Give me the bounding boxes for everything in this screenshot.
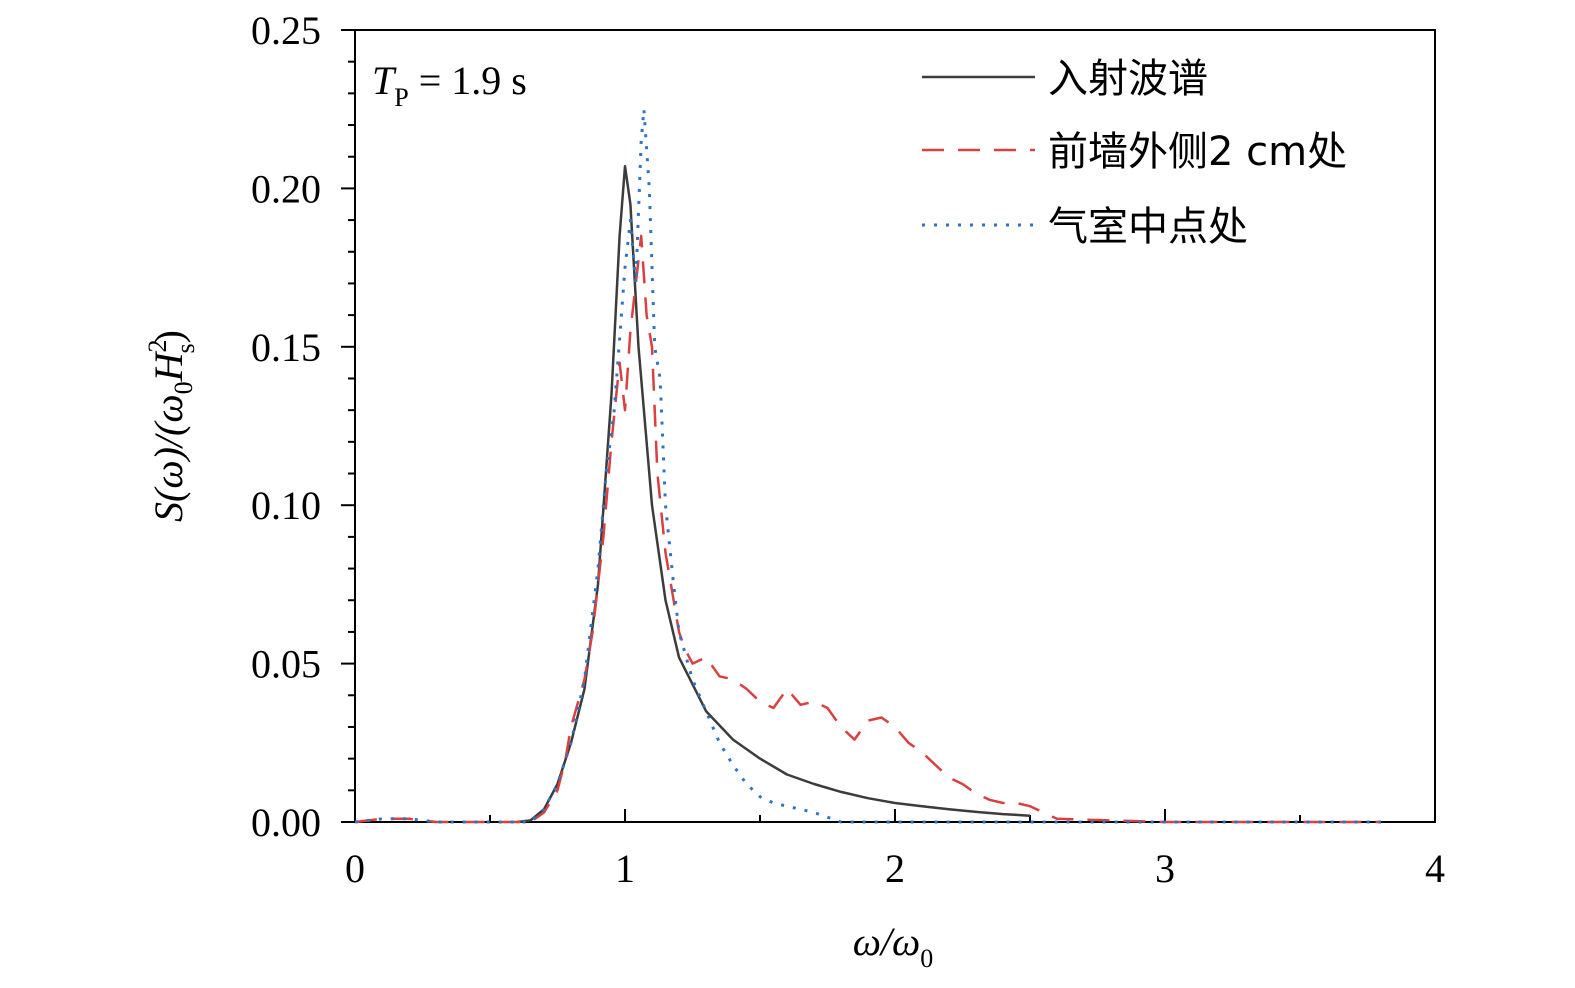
series-chamber-line — [354, 107, 1381, 824]
legend: 入射波谱 前墙外侧2 cm处 气室中点处 — [922, 56, 1347, 250]
y-tick-label: 0.05 — [251, 642, 321, 687]
x-tick-label: 2 — [885, 846, 905, 891]
series-incident-line — [516, 164, 1031, 824]
series-layer — [354, 107, 1381, 824]
period-annotation: TP = 1.9 s — [372, 58, 527, 112]
y-tick-label: 0.10 — [251, 483, 321, 528]
axis-ticks: 0 1 2 3 4 0.00 0.05 0.10 0.15 0.20 0.25 — [251, 8, 1445, 891]
y-axis-title: S(ω)/(ω0H2s) — [143, 330, 200, 522]
y-tick-label: 0.00 — [251, 800, 321, 845]
x-tick-label: 1 — [615, 846, 635, 891]
x-tick-label: 3 — [1155, 846, 1175, 891]
y-tick-label: 0.15 — [251, 325, 321, 370]
legend-label-incident: 入射波谱 — [1048, 56, 1208, 102]
legend-label-front-wall: 前墙外侧2 cm处 — [1048, 129, 1347, 175]
x-tick-label: 4 — [1425, 846, 1445, 891]
y-tick-label: 0.25 — [251, 8, 321, 53]
legend-label-chamber: 气室中点处 — [1048, 204, 1248, 250]
y-tick-label: 0.20 — [251, 166, 321, 211]
x-tick-label: 0 — [345, 846, 365, 891]
series-front-wall-line — [354, 234, 1381, 824]
x-axis-title: ω/ω0 — [853, 919, 934, 973]
